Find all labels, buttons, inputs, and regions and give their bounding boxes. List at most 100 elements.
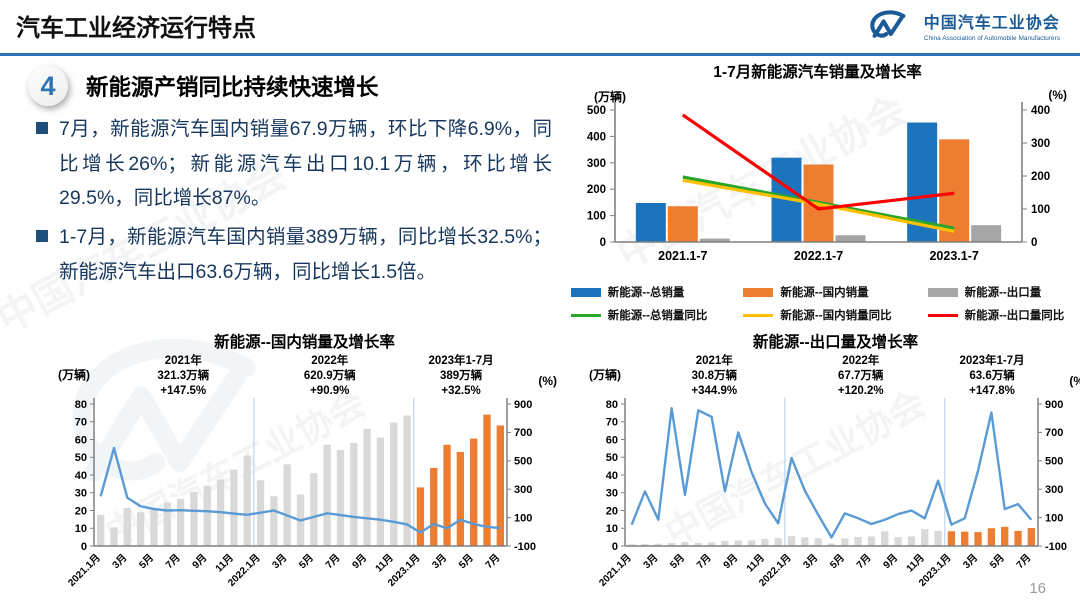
bar	[190, 491, 198, 546]
svg-text:500: 500	[1045, 456, 1063, 468]
annotation-growth: +120.2%	[837, 384, 884, 397]
bar	[350, 443, 358, 546]
svg-text:11月: 11月	[373, 552, 396, 575]
bar	[635, 202, 666, 242]
bar	[376, 437, 385, 546]
svg-text:5月: 5月	[137, 552, 156, 571]
bar	[654, 543, 662, 546]
svg-text:30: 30	[606, 488, 618, 500]
chart-sales-growth: 1-7月新能源汽车销量及增长率 (万辆) (%) 0 100 200 300 400 50…	[560, 60, 1075, 322]
org-logo: 中国汽车工业协会 China Association of Automobile…	[862, 6, 1060, 44]
annotation-growth: +90.9%	[310, 384, 350, 397]
page-title: 汽车工业经济运行特点	[16, 15, 256, 42]
annotation-year: 2021年	[695, 355, 733, 367]
svg-text:300: 300	[587, 158, 606, 170]
svg-text:0: 0	[1031, 237, 1037, 249]
bar	[707, 542, 716, 546]
growth-line	[682, 175, 955, 230]
bullet-item: 7月，新能源汽车国内销量67.9万辆，环比下降6.9%，同比增长26%；新能源汽…	[36, 112, 552, 216]
annotation-value: 321.3万辆	[157, 369, 210, 382]
svg-text:5月: 5月	[456, 552, 475, 571]
svg-text:10: 10	[75, 523, 87, 535]
svg-text:0: 0	[81, 541, 87, 553]
svg-text:3月: 3月	[270, 552, 289, 571]
bar	[270, 496, 278, 546]
legend-item: 新能源--出口量	[927, 284, 1065, 300]
bar	[699, 238, 730, 242]
bar	[974, 532, 982, 546]
svg-text:300: 300	[514, 484, 532, 496]
legend-label: 新能源--出口量	[964, 287, 1042, 299]
svg-text:400: 400	[1031, 105, 1050, 117]
sales-growth-plot: 0 100 200 300 400 500 0 100 200 300 400 2021.1-7 202…	[587, 102, 1050, 263]
svg-text:60: 60	[75, 434, 87, 446]
bar	[667, 206, 698, 242]
bar	[774, 538, 782, 546]
svg-text:10: 10	[606, 523, 618, 535]
bar	[881, 531, 889, 546]
annotation-growth: +147.5%	[160, 384, 207, 397]
bar	[801, 537, 809, 546]
bar	[694, 542, 702, 546]
svg-text:40: 40	[75, 470, 87, 482]
svg-text:5月: 5月	[296, 552, 315, 571]
bar	[814, 538, 822, 546]
bar	[443, 444, 451, 546]
legend-line-swatch	[927, 313, 958, 317]
bar	[470, 438, 478, 546]
bullet-text: 1-7月，新能源汽车国内销量389万辆，同比增长32.5%；新能源汽车出口63.…	[59, 226, 552, 283]
right-axis-unit: (%)	[1069, 374, 1080, 388]
bar	[787, 536, 796, 546]
svg-text:2023.1-7: 2023.1-7	[929, 249, 978, 263]
bar	[456, 451, 465, 546]
bar	[627, 544, 636, 546]
annotation-value: 389万辆	[439, 369, 483, 382]
svg-text:400: 400	[587, 131, 606, 143]
bar	[363, 428, 371, 546]
svg-text:7月: 7月	[1014, 552, 1033, 571]
annotation-value: 63.6万辆	[969, 369, 1015, 382]
bar	[243, 455, 251, 546]
svg-text:100: 100	[1031, 204, 1050, 216]
chart-title: 新能源--出口量及增长率	[752, 334, 919, 351]
svg-text:80: 80	[75, 399, 87, 411]
bar	[176, 498, 185, 546]
chart-domestic-monthly: 新能源--国内销量及增长率 (万辆) (%) 2021年 321.3万辆 +14…	[52, 330, 557, 605]
bar	[336, 450, 345, 546]
annotation-growth: +147.8%	[969, 384, 1015, 397]
svg-text:5月: 5月	[668, 552, 687, 571]
growth-lines	[681, 113, 955, 233]
bar	[1027, 528, 1036, 546]
svg-text:30: 30	[75, 488, 87, 500]
svg-text:200: 200	[1031, 171, 1050, 183]
bar	[971, 225, 1002, 242]
svg-text:2021.1-7: 2021.1-7	[658, 249, 707, 263]
svg-text:7月: 7月	[163, 552, 182, 571]
domestic-monthly-plot: 0 10 20 30 40 50 60 70 80 -100 100 300 500 700 900 2021…	[66, 398, 536, 589]
svg-text:5月: 5月	[987, 552, 1006, 571]
section-title: 新能源产销同比持续快速增长	[86, 75, 379, 100]
year-separators	[253, 398, 415, 546]
bar	[667, 542, 676, 546]
svg-text:2022.1-7: 2022.1-7	[794, 249, 843, 263]
annotation-year: 2023年1-7月	[959, 355, 1025, 367]
bullet-list: 7月，新能源汽车国内销量67.9万辆，环比下降6.9%，同比增长26%；新能源汽…	[36, 112, 552, 294]
svg-text:7月: 7月	[854, 552, 873, 571]
legend-label: 新能源--国内销量	[780, 287, 869, 299]
legend-item: 新能源--总销量	[570, 284, 708, 300]
axes: 0 100 200 300 400 500 0 100 200 300 400 2021.1-7 202…	[587, 102, 1050, 263]
svg-text:9月: 9月	[190, 552, 209, 571]
bar	[1001, 526, 1009, 546]
bar	[867, 536, 876, 546]
svg-text:3月: 3月	[801, 552, 820, 571]
legend-bar-swatch	[570, 287, 601, 297]
svg-text:700: 700	[514, 427, 532, 439]
svg-text:7月: 7月	[694, 552, 713, 571]
annotation-year: 2023年1-7月	[428, 355, 494, 367]
svg-text:100: 100	[1045, 512, 1063, 524]
bar	[416, 487, 425, 546]
annotation-2022: 2022年 620.9万辆 +90.9%	[304, 354, 356, 399]
bar	[496, 425, 505, 546]
legend-bar-swatch	[743, 287, 774, 297]
legend-item: 新能源--国内销量	[743, 284, 891, 300]
